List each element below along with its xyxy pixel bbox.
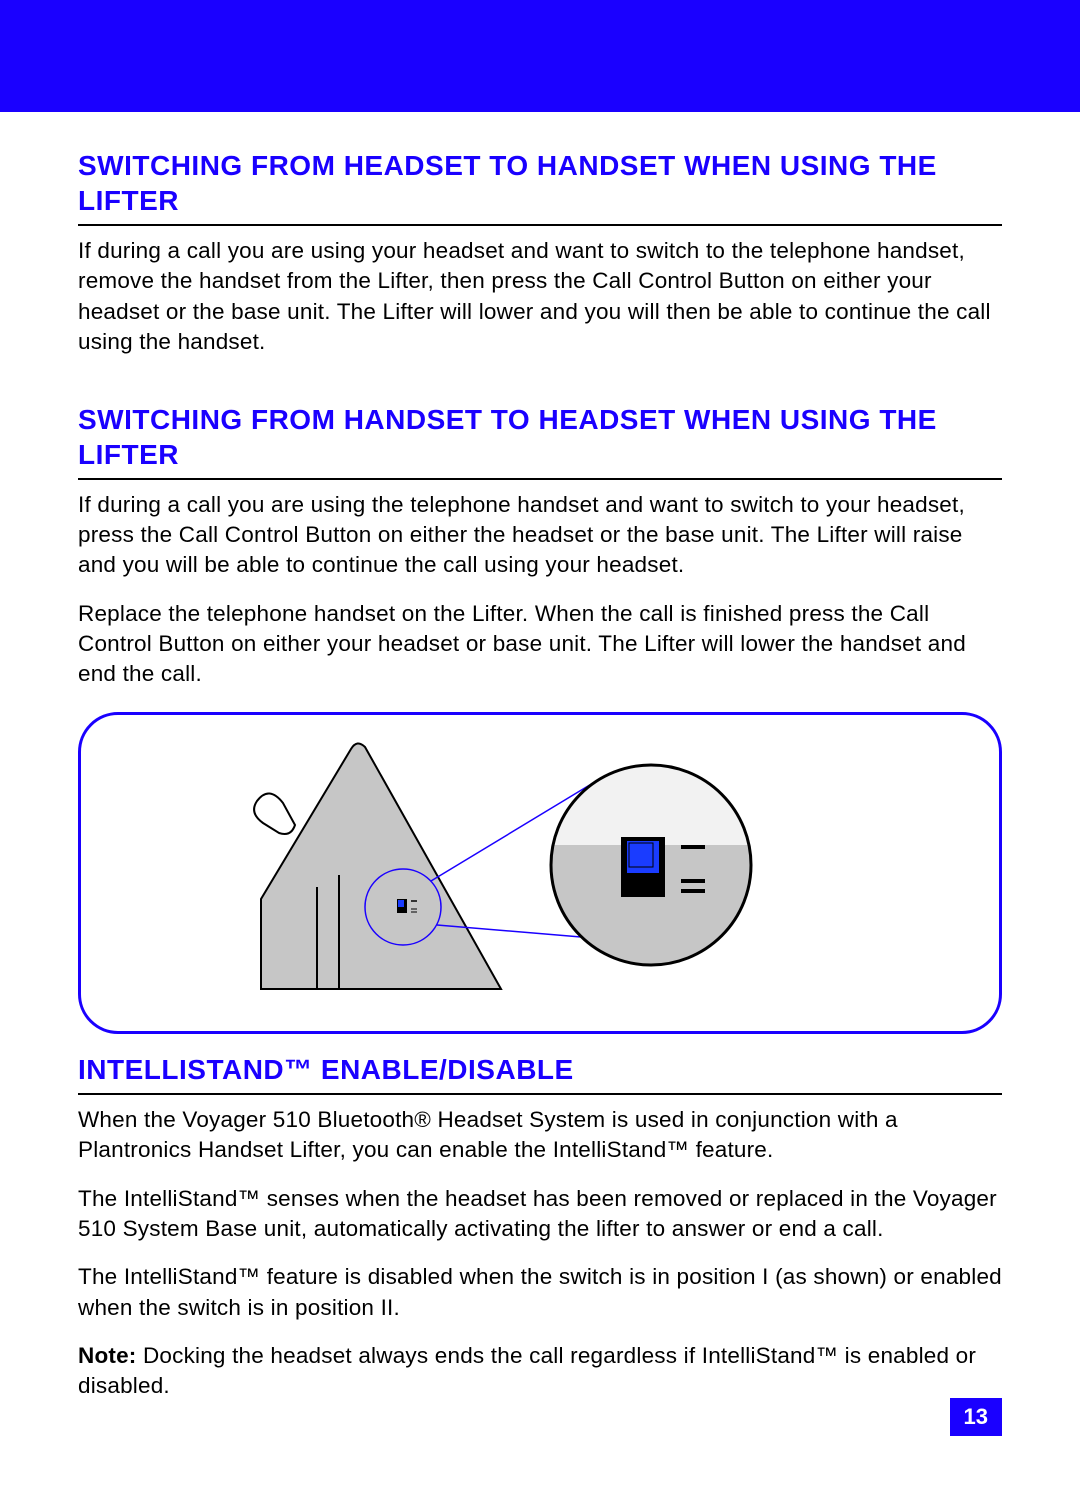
intellistand-diagram (78, 712, 1002, 1034)
base-unit-outline (261, 743, 501, 989)
switch-inner (627, 841, 659, 873)
section-1-paragraph-1: If during a call you are using your head… (78, 236, 1002, 358)
section-heading-3: INTELLISTAND™ ENABLE/DISABLE (78, 1052, 1002, 1095)
note-text: Docking the headset always ends the call… (78, 1343, 976, 1398)
note-label: Note: (78, 1343, 137, 1368)
small-switch-inner (398, 900, 404, 907)
section-3-paragraph-2: The IntelliStand™ senses when the headse… (78, 1184, 1002, 1245)
headset-outline (254, 793, 295, 834)
section-heading-1: SWITCHING FROM HEADSET TO HANDSET WHEN U… (78, 148, 1002, 226)
diagram-svg (81, 715, 999, 1031)
section-heading-2: SWITCHING FROM HANDSET TO HEADSET WHEN U… (78, 402, 1002, 480)
section-3-paragraph-1: When the Voyager 510 Bluetooth® Headset … (78, 1105, 1002, 1166)
section-3-paragraph-3: The IntelliStand™ feature is disabled wh… (78, 1262, 1002, 1323)
section-2-paragraph-1: If during a call you are using the telep… (78, 490, 1002, 581)
page-content: SWITCHING FROM HEADSET TO HANDSET WHEN U… (0, 112, 1080, 1402)
section-2-paragraph-2: Replace the telephone handset on the Lif… (78, 599, 1002, 690)
page-number: 13 (950, 1398, 1002, 1436)
header-bar (0, 0, 1080, 112)
section-3-note: Note: Docking the headset always ends th… (78, 1341, 1002, 1402)
